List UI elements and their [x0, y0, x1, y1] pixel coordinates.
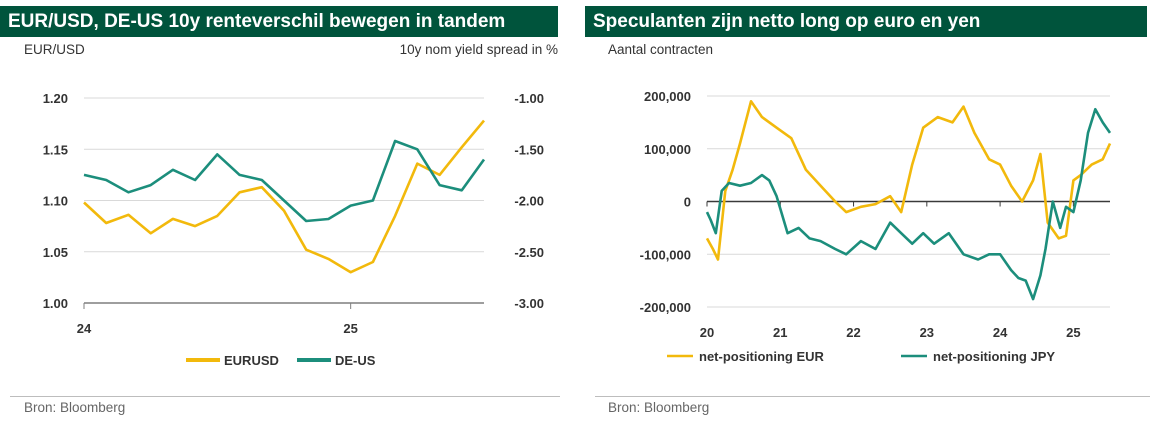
legend-label: net-positioning EUR	[699, 349, 825, 364]
series-line-eurusd	[83, 119, 485, 274]
source-divider	[10, 396, 560, 397]
y-tick-label-right: -2.00	[514, 194, 544, 209]
x-tick-label: 24	[77, 321, 92, 336]
y-tick-label: 200,000	[644, 89, 691, 104]
y-tick-label: 100,000	[644, 142, 691, 157]
y-tick-label-left: 1.15	[43, 142, 68, 157]
left-chart-panel: EUR/USD, DE-US 10y renteverschil bewegen…	[0, 0, 565, 424]
source-label: Bron: Bloomberg	[24, 400, 126, 415]
y-tick-label-left: 1.05	[43, 245, 68, 260]
chart-title: EUR/USD, DE-US 10y renteverschil bewegen…	[0, 6, 558, 37]
y-tick-label-left: 1.00	[43, 296, 68, 311]
y-tick-label: -100,000	[640, 247, 691, 262]
source-label: Bron: Bloomberg	[608, 400, 710, 415]
y-tick-label: -200,000	[640, 300, 691, 315]
legend-label: DE-US	[335, 353, 376, 368]
x-tick-label: 20	[700, 325, 714, 340]
y-tick-label-right: -1.50	[514, 142, 544, 157]
speculative-positioning-chart: 200,000 100,000 0 -100,000 -200,000 20 21 22 23 2…	[640, 89, 1112, 364]
y-tick-label: 0	[684, 195, 691, 210]
left-axis-unit-label: EUR/USD	[24, 42, 85, 57]
legend-label: EURUSD	[224, 353, 279, 368]
right-axis-unit-label: 10y nom yield spread in %	[399, 42, 558, 57]
eurusd-spread-chart: 1.20 -1.00 1.15 -1.50 1.10 -2.00 1.05 -2.50 1.00…	[43, 91, 544, 368]
y-axis-unit-label: Aantal contracten	[608, 42, 714, 57]
series-line-eur	[705, 100, 1112, 261]
y-tick-label-right: -1.00	[514, 91, 544, 106]
x-tick-label: 25	[343, 321, 357, 336]
y-tick-label-right: -3.00	[514, 296, 544, 311]
x-tick-label: 23	[920, 325, 934, 340]
x-tick-label: 22	[846, 325, 860, 340]
series-line-jpy	[705, 107, 1112, 301]
y-tick-label-right: -2.50	[514, 245, 544, 260]
legend-label: net-positioning JPY	[933, 349, 1055, 364]
chart-title: Speculanten zijn netto long op euro en y…	[585, 6, 1147, 37]
y-tick-label-left: 1.20	[43, 91, 68, 106]
source-divider	[595, 396, 1150, 397]
x-tick-label: 25	[1066, 325, 1080, 340]
y-tick-label-left: 1.10	[43, 194, 68, 209]
right-chart-panel: Speculanten zijn netto long op euro en y…	[585, 0, 1155, 424]
x-tick-label: 21	[773, 325, 787, 340]
x-tick-label: 24	[993, 325, 1008, 340]
series-line-de-us	[83, 139, 486, 223]
